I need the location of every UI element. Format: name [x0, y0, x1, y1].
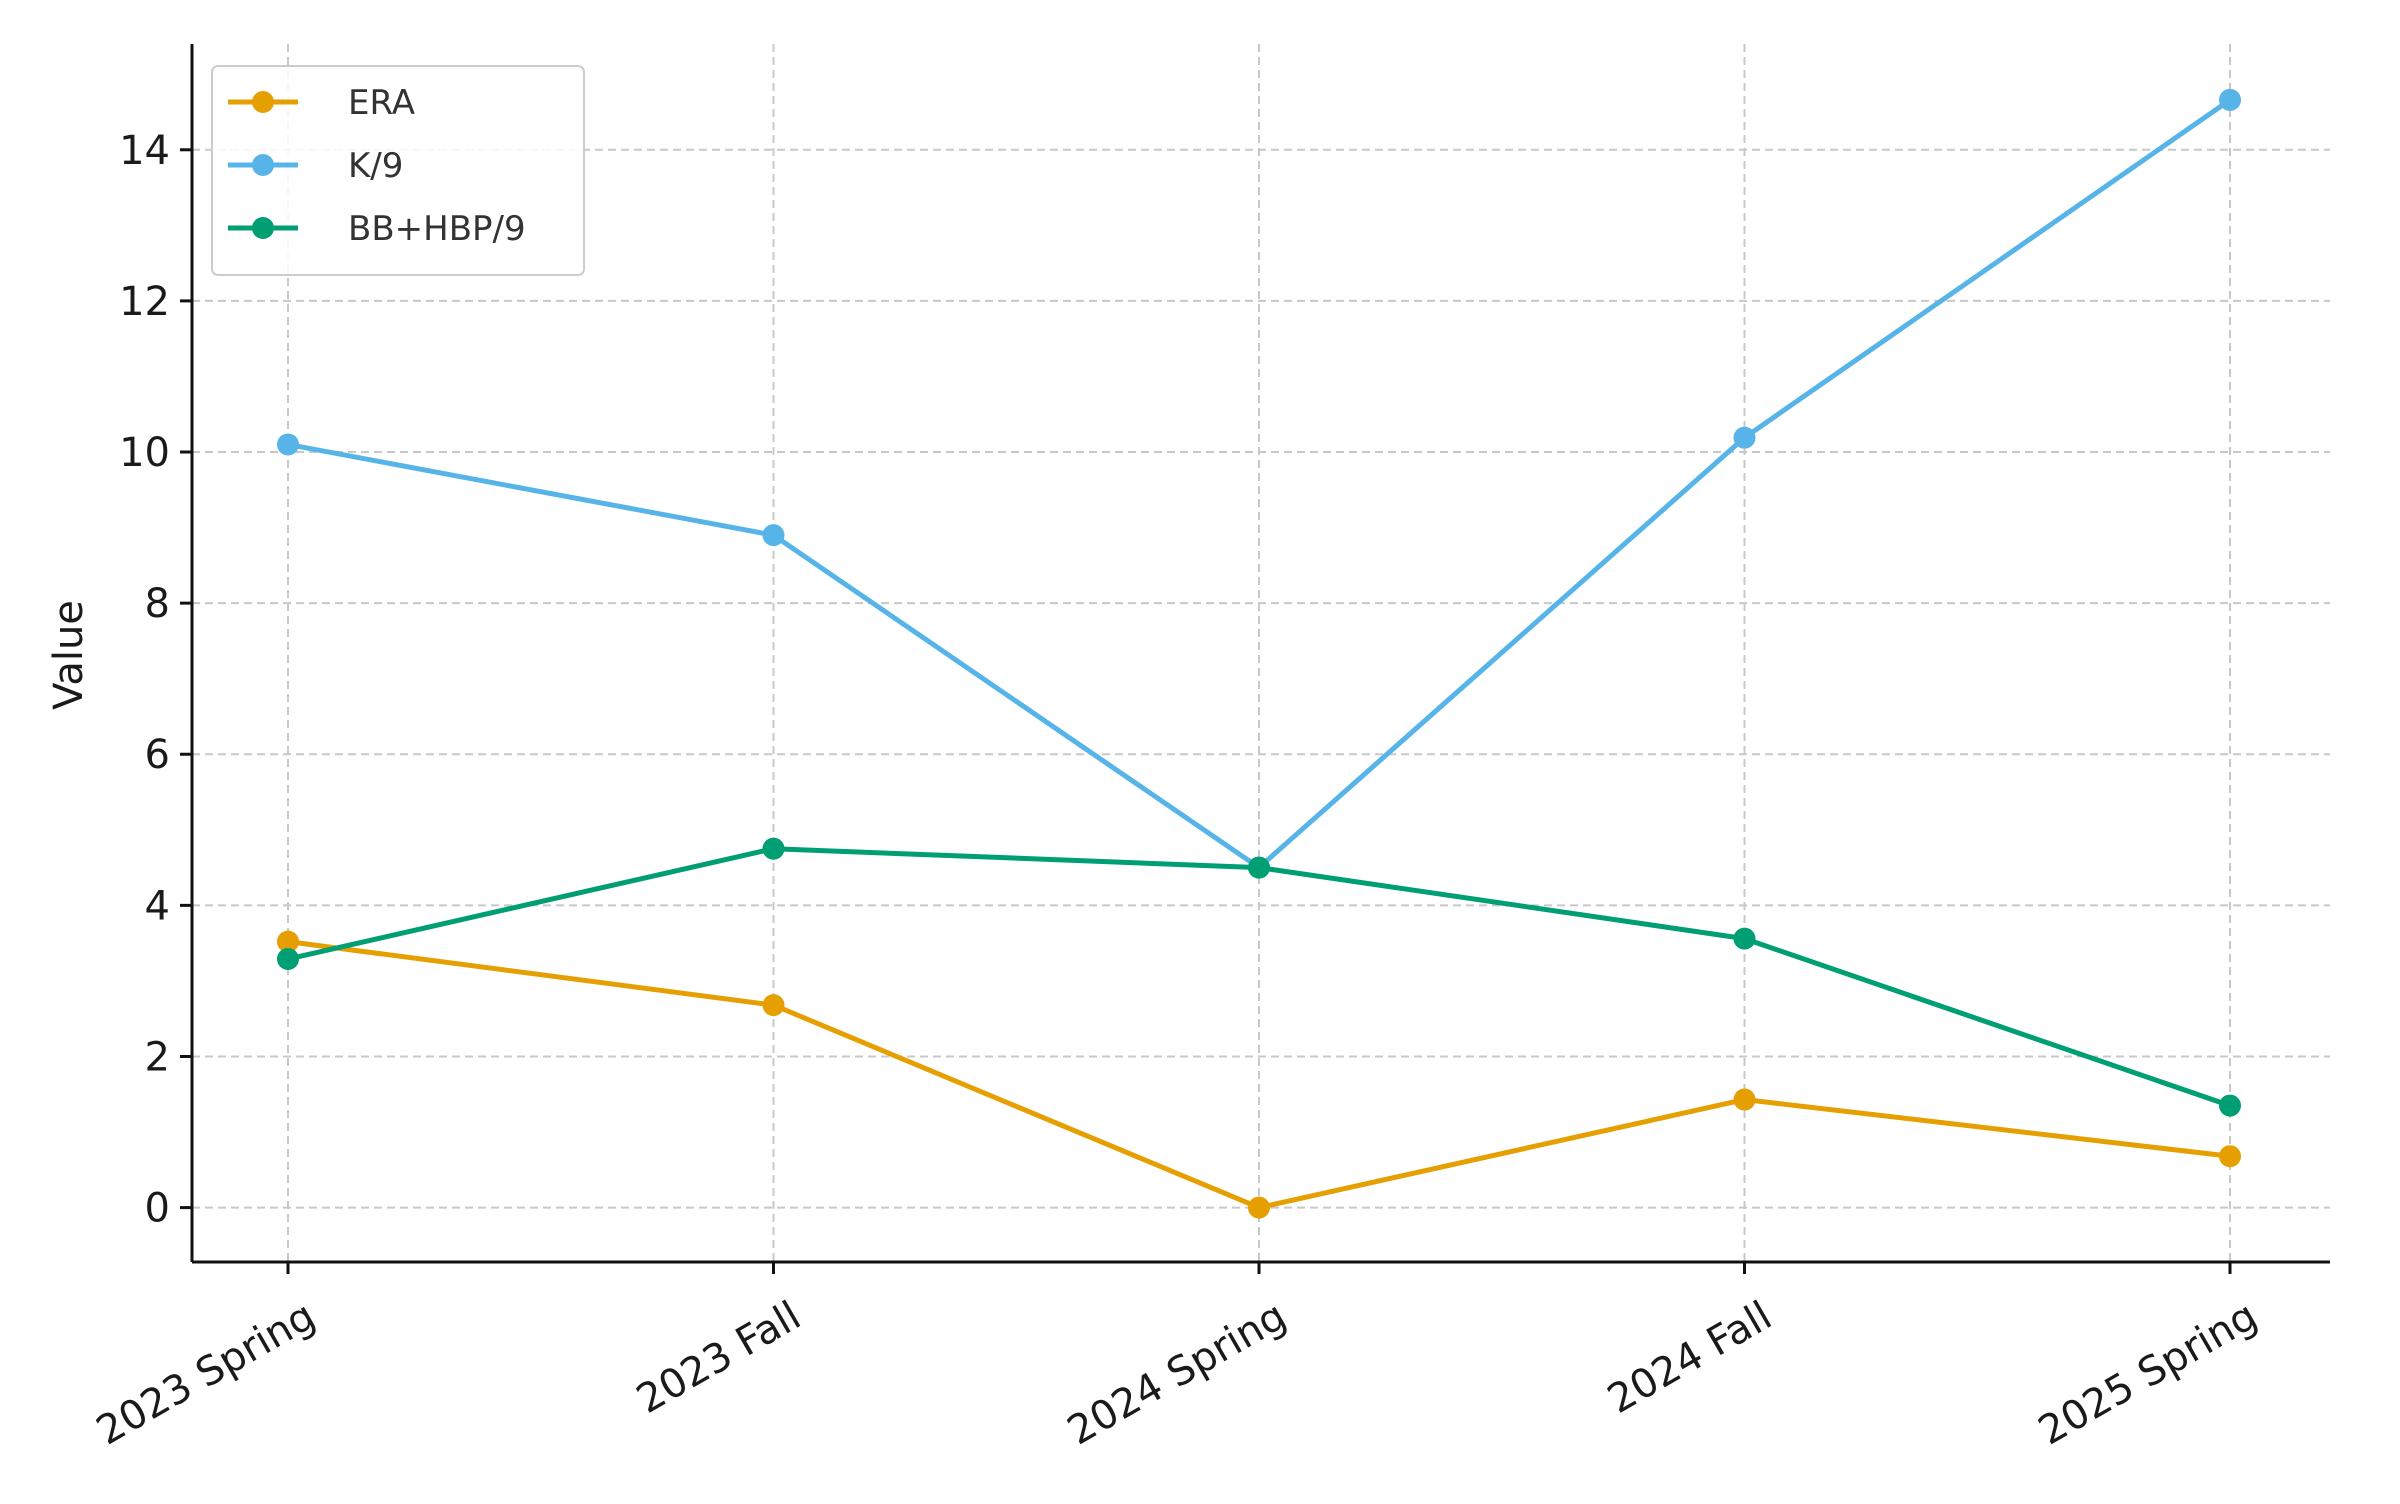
data-point [2219, 1145, 2241, 1168]
y-tick-label: 2 [145, 1034, 170, 1080]
data-point [762, 524, 785, 547]
y-tick-label: 14 [119, 128, 170, 174]
data-point [762, 837, 785, 860]
series [277, 88, 2241, 1219]
x-tick-label: 2024 Spring [1060, 1293, 1294, 1455]
y-tick-label: 12 [119, 279, 170, 325]
y-tick-label: 4 [145, 883, 170, 929]
series-line [285, 846, 2233, 1109]
legend-label: ERA [348, 83, 415, 123]
data-point [1733, 927, 1756, 950]
legend-swatch-marker [252, 217, 274, 239]
data-point [2219, 1094, 2241, 1117]
y-tick-label: 6 [145, 732, 170, 778]
legend-label: K/9 [348, 146, 403, 186]
legend-label: BB+HBP/9 [348, 209, 526, 249]
data-point [2219, 88, 2241, 111]
legend-swatch-marker [252, 154, 274, 176]
data-point [1248, 856, 1270, 879]
legend-swatch-marker [252, 91, 274, 113]
y-tick-label: 10 [119, 430, 170, 476]
data-point [1248, 1196, 1270, 1219]
grid [192, 44, 2330, 1262]
y-tick-label: 8 [145, 581, 170, 627]
y-tick-label: 0 [145, 1186, 170, 1232]
legend-box [211, 65, 585, 276]
data-point [277, 948, 299, 971]
data-point [277, 433, 299, 456]
data-point [277, 930, 299, 953]
x-tick-label: 2023 Spring [89, 1293, 323, 1455]
data-point [1733, 1088, 1756, 1111]
x-tick-label: 2023 Fall [629, 1293, 808, 1423]
y-axis-label: Value [46, 600, 92, 710]
data-point [1733, 426, 1756, 449]
data-point [762, 994, 785, 1017]
legend: ERA K/9 BB+HBP/9 [211, 65, 585, 276]
x-tick-label: 2025 Spring [2031, 1293, 2265, 1455]
x-tick-label: 2024 Fall [1600, 1293, 1779, 1423]
